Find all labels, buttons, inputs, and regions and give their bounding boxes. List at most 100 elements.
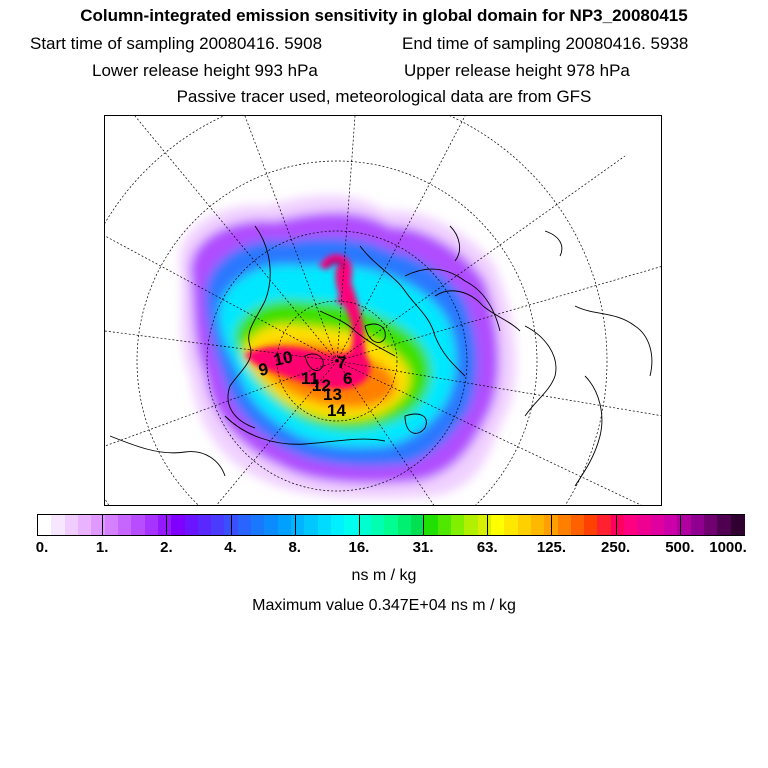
start-time-label: Start time of sampling 20080416. 5908 bbox=[30, 34, 323, 53]
map-svg: 9 10 7 11 12 13 6 14 bbox=[105, 116, 661, 505]
colorbar-swatch bbox=[251, 515, 266, 535]
colorbar-tick-label: 1. bbox=[95, 539, 109, 556]
latitude-circle bbox=[276, 300, 398, 422]
colorbar-swatch bbox=[304, 515, 319, 535]
meridian-line bbox=[336, 360, 661, 417]
colorbar-divider bbox=[102, 515, 104, 535]
colorbar-divider bbox=[551, 515, 553, 535]
latitude-circle bbox=[206, 230, 468, 492]
plume-label: 10 bbox=[272, 347, 294, 370]
coastline bbox=[319, 310, 396, 357]
coastline bbox=[304, 353, 324, 372]
colorbar-swatch bbox=[331, 515, 345, 535]
colorbar-swatch bbox=[477, 515, 492, 535]
plume-labels: 9 10 7 11 12 13 6 14 bbox=[257, 347, 353, 420]
meridian-line bbox=[105, 330, 338, 362]
colorbar-tick-label: 500. bbox=[665, 539, 695, 556]
plume-label: 12 bbox=[312, 376, 331, 395]
max-value-label: Maximum value 0.347E+04 ns m / kg bbox=[252, 597, 516, 614]
colorbar-divider bbox=[679, 515, 681, 535]
colorbar-swatch bbox=[104, 515, 119, 535]
colorbar-units: ns m / kg bbox=[351, 567, 417, 584]
colorbar-divider bbox=[423, 515, 425, 535]
colorbar-swatch bbox=[570, 515, 585, 535]
colorbar-swatch bbox=[51, 515, 66, 535]
colorbar-swatch bbox=[597, 515, 612, 535]
tracer-note: Passive tracer used, meteorological data… bbox=[176, 87, 592, 106]
colorbar-swatch bbox=[131, 515, 146, 535]
colorbar-swatch bbox=[64, 515, 79, 535]
colorbar-swatch bbox=[184, 515, 199, 535]
meridian-line bbox=[336, 360, 642, 505]
colorbar-swatch bbox=[490, 515, 505, 535]
upper-release-label: Upper release height 978 hPa bbox=[404, 61, 630, 80]
colorbar-swatch bbox=[730, 515, 745, 535]
colorbar-tick-label: 8. bbox=[288, 539, 301, 556]
colorbar-swatch bbox=[717, 515, 732, 535]
coastline bbox=[109, 435, 226, 477]
plume-label: 11 bbox=[301, 369, 319, 388]
colorbar-swatch bbox=[157, 515, 172, 535]
plume-core bbox=[245, 254, 371, 389]
colorbar-swatch bbox=[677, 515, 692, 535]
colorbar-tick-label: 4. bbox=[224, 539, 237, 556]
latitude-circle bbox=[105, 116, 608, 505]
coastline bbox=[224, 415, 386, 445]
colorbar-swatch bbox=[464, 515, 479, 535]
colorbar-tick-label: 16. bbox=[348, 539, 370, 556]
colorbar-swatch bbox=[197, 515, 212, 535]
colorbar-tick-label: 2. bbox=[160, 539, 173, 556]
colorbar-swatch bbox=[38, 515, 52, 535]
colorbar-swatch bbox=[291, 515, 305, 535]
plume-arc-dark bbox=[325, 259, 345, 269]
colorbar-swatch bbox=[237, 515, 252, 535]
plume-arc bbox=[319, 254, 352, 306]
end-time-label: End time of sampling 20080416. 5938 bbox=[402, 34, 689, 53]
plume-label: 6 bbox=[343, 369, 352, 388]
plume-label: 7 bbox=[337, 353, 346, 372]
colorbar-swatch bbox=[610, 515, 625, 535]
colorbar-swatch bbox=[277, 515, 292, 535]
colorbar-divider bbox=[358, 515, 360, 535]
colorbar-swatch bbox=[530, 515, 545, 535]
colorbar-tick-label: 1000. bbox=[709, 539, 747, 556]
colorbar bbox=[37, 514, 745, 536]
colorbar-swatch bbox=[424, 515, 439, 535]
colorbar-divider bbox=[294, 515, 296, 535]
colorbar-swatch bbox=[517, 515, 532, 535]
plume-core-band bbox=[245, 266, 371, 389]
chart-title: Column-integrated emission sensitivity i… bbox=[80, 6, 688, 25]
coastline bbox=[449, 225, 461, 262]
colorbar-swatch bbox=[371, 515, 385, 535]
colorbar-swatch bbox=[397, 515, 412, 535]
colorbar-swatch bbox=[504, 515, 519, 535]
colorbar-swatch bbox=[264, 515, 279, 535]
coastline bbox=[404, 413, 427, 434]
colorbar-swatch bbox=[557, 515, 572, 535]
coastlines bbox=[109, 225, 653, 487]
colorbar-swatch bbox=[171, 515, 186, 535]
sensitivity-map: 9 10 7 11 12 13 6 14 bbox=[104, 115, 662, 506]
colorbar-swatch bbox=[650, 515, 665, 535]
colorbar-swatch bbox=[357, 515, 372, 535]
coastline bbox=[524, 325, 557, 417]
coastline bbox=[364, 323, 386, 343]
colorbar-tick-label: 250. bbox=[601, 539, 631, 556]
colorbar-tick-label: 31. bbox=[412, 539, 434, 556]
plume-label: 13 bbox=[323, 385, 342, 404]
colorbar-swatch bbox=[410, 515, 425, 535]
colorbar-divider bbox=[166, 515, 168, 535]
meridian-line bbox=[336, 360, 435, 505]
meridian-line bbox=[105, 360, 338, 447]
coastline bbox=[574, 305, 653, 377]
plume-label: 9 bbox=[257, 359, 270, 380]
colorbar-divider bbox=[615, 515, 617, 535]
colorbar-tick-label: 63. bbox=[476, 539, 498, 556]
colorbar-swatch bbox=[117, 515, 132, 535]
colorbar-swatch bbox=[450, 515, 465, 535]
colorbar-swatch bbox=[544, 515, 559, 535]
coastline bbox=[574, 375, 603, 487]
coastline bbox=[359, 245, 466, 377]
colorbar-swatch bbox=[437, 515, 452, 535]
coastline bbox=[227, 225, 271, 429]
